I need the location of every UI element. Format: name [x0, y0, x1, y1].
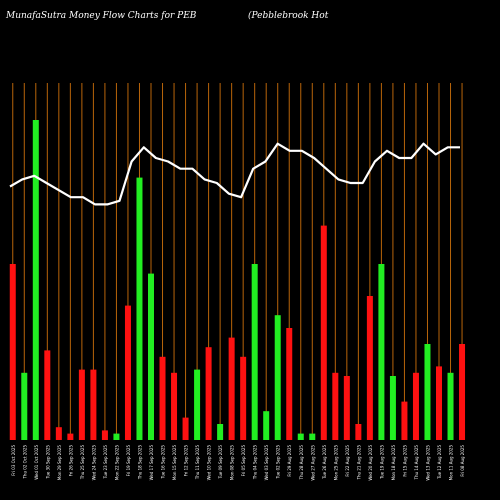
- x-tick-label: Fri 12 Sep 2025: [184, 445, 189, 477]
- x-tick-label: Mon 11 Aug 2025: [449, 445, 454, 481]
- money-flow-bar: [159, 356, 166, 440]
- money-flow-bar: [251, 264, 258, 440]
- money-flow-bar: [332, 372, 339, 440]
- money-flow-bar: [424, 344, 431, 440]
- money-flow-bar: [263, 411, 270, 440]
- x-tick-label: Thu 02 Oct 2025: [22, 445, 27, 480]
- money-flow-bar: [44, 350, 51, 440]
- money-flow-bar: [343, 376, 350, 440]
- money-flow-bar: [55, 427, 62, 440]
- x-tick-label: Tue 26 Aug 2025: [322, 445, 327, 480]
- money-flow-bar: [205, 347, 212, 440]
- x-tick-label: Thu 11 Sep 2025: [195, 445, 200, 481]
- x-tick-label: Mon 25 Aug 2025: [333, 445, 338, 481]
- money-flow-bar: [78, 369, 85, 440]
- money-flow-bar: [378, 264, 385, 440]
- x-tick-label: Thu 25 Sep 2025: [80, 445, 85, 481]
- money-flow-bar: [389, 376, 396, 440]
- money-flow-bar: [309, 433, 316, 440]
- money-flow-bar: [217, 424, 224, 440]
- x-tick-label: Mon 18 Aug 2025: [391, 445, 396, 481]
- x-tick-label: Fri 08 Aug 2025: [460, 445, 465, 477]
- x-tick-label: Wed 13 Aug 2025: [425, 445, 430, 481]
- x-tick-label: Wed 27 Aug 2025: [310, 445, 315, 481]
- x-tick-label: Thu 18 Sep 2025: [137, 445, 142, 481]
- chart-subtitle: (Pebblebrook Hot: [248, 11, 329, 21]
- money-flow-bar: [297, 433, 304, 440]
- x-tick-label: Thu 21 Aug 2025: [356, 445, 361, 481]
- x-tick-label: Fri 22 Aug 2025: [345, 445, 350, 477]
- money-flow-bar: [182, 417, 189, 440]
- money-flow-bar: [101, 430, 108, 440]
- x-tick-label: Fri 15 Aug 2025: [402, 445, 407, 477]
- money-flow-bar: [32, 120, 39, 440]
- x-tick-label: Tue 09 Sep 2025: [218, 445, 223, 480]
- money-flow-bar: [459, 344, 466, 440]
- x-tick-label: Fri 26 Sep 2025: [68, 445, 73, 477]
- money-flow-bar: [436, 366, 442, 440]
- money-flow-bar: [21, 372, 28, 440]
- x-tick-label: Wed 01 Oct 2025: [34, 445, 39, 480]
- money-flow-bar: [136, 177, 143, 440]
- money-flow-bar: [286, 328, 293, 440]
- money-flow-bar: [9, 264, 16, 440]
- x-tick-label: Fri 19 Sep 2025: [126, 445, 131, 477]
- x-tick-label: Tue 16 Sep 2025: [161, 445, 166, 480]
- money-flow-bar: [240, 356, 247, 440]
- x-tick-label: Fri 05 Sep 2025: [241, 445, 246, 477]
- x-tick-label: Mon 15 Sep 2025: [172, 445, 177, 481]
- x-tick-label: Mon 08 Sep 2025: [230, 445, 235, 481]
- money-flow-bar: [366, 296, 373, 440]
- x-tick-label: Wed 20 Aug 2025: [368, 445, 373, 481]
- x-tick-label: Thu 28 Aug 2025: [299, 445, 304, 481]
- x-tick-label: Tue 02 Sep 2025: [276, 445, 281, 480]
- x-tick-label: Wed 10 Sep 2025: [207, 445, 212, 481]
- x-tick-label: Wed 03 Sep 2025: [264, 445, 269, 481]
- money-flow-bar: [355, 424, 362, 440]
- x-tick-label: Tue 30 Sep 2025: [45, 445, 50, 480]
- x-tick-label: Mon 22 Sep 2025: [114, 445, 119, 481]
- money-flow-bar: [194, 369, 201, 440]
- money-flow-bar: [113, 433, 120, 440]
- x-tick-label: Wed 24 Sep 2025: [91, 445, 96, 481]
- money-flow-bar: [320, 225, 327, 440]
- money-flow-bar: [90, 369, 97, 440]
- x-tick-label: Tue 23 Sep 2025: [103, 445, 108, 480]
- x-tick-label: Thu 04 Sep 2025: [253, 445, 258, 481]
- money-flow-bar: [228, 337, 235, 440]
- money-flow-bar: [171, 372, 178, 440]
- money-flow-bar: [447, 372, 454, 440]
- x-tick-label: Thu 14 Aug 2025: [414, 445, 419, 481]
- money-flow-bar: [401, 401, 408, 440]
- money-flow-bar: [124, 305, 131, 440]
- x-tick-label: Tue 19 Aug 2025: [379, 445, 384, 480]
- x-tick-label: Fri 29 Aug 2025: [287, 445, 292, 477]
- price-line: [9, 142, 460, 206]
- x-tick-label: Fri 03 Oct 2025: [11, 445, 16, 476]
- x-tick-label: Mon 29 Sep 2025: [57, 445, 62, 481]
- money-flow-bar: [148, 273, 154, 440]
- money-flow-bar: [274, 315, 281, 440]
- chart-title: MunafaSutra Money Flow Charts for PEB: [6, 11, 197, 21]
- money-flow-bar: [412, 372, 419, 440]
- money-flow-bar: [67, 433, 74, 440]
- x-tick-label: Wed 17 Sep 2025: [149, 445, 154, 481]
- x-tick-label: Tue 12 Aug 2025: [437, 445, 442, 480]
